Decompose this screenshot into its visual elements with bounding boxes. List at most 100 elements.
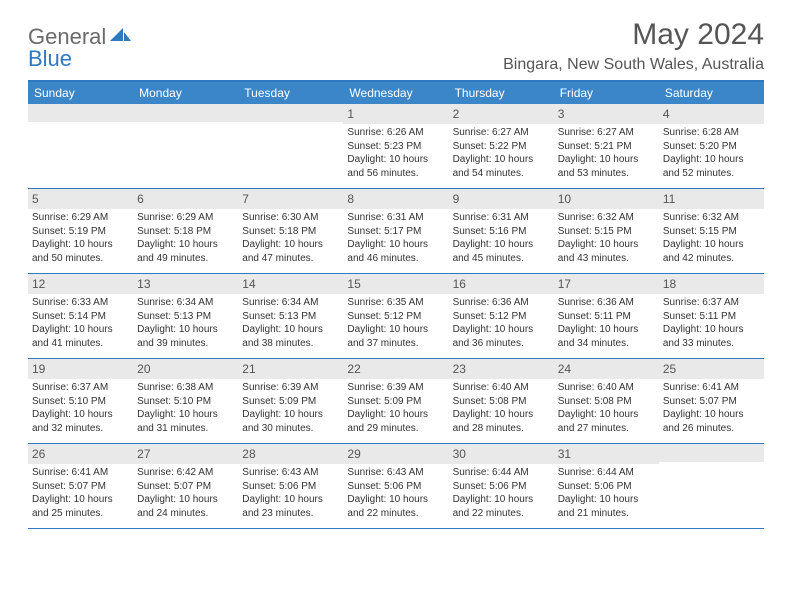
day-number-bar: 27: [133, 444, 238, 464]
daylight-text: Daylight: 10 hours and 34 minutes.: [558, 323, 655, 350]
sunrise-text: Sunrise: 6:26 AM: [347, 126, 444, 140]
sunset-text: Sunset: 5:10 PM: [32, 395, 129, 409]
daylight-text: Daylight: 10 hours and 31 minutes.: [137, 408, 234, 435]
day-number: 7: [242, 192, 249, 206]
day-number-bar: 4: [659, 104, 764, 124]
day-cell: 28 Sunrise: 6:43 AMSunset: 5:06 PMDayligh…: [238, 444, 343, 528]
day-number-bar: 20: [133, 359, 238, 379]
day-number-bar: 30: [449, 444, 554, 464]
sunset-text: Sunset: 5:06 PM: [558, 480, 655, 494]
day-number: 27: [137, 447, 150, 461]
sunset-text: Sunset: 5:15 PM: [558, 225, 655, 239]
day-number-bar: 13: [133, 274, 238, 294]
daylight-text: Daylight: 10 hours and 50 minutes.: [32, 238, 129, 265]
day-cell: 23Sunrise: 6:40 AMSunset: 5:08 PMDayligh…: [449, 359, 554, 443]
day-cell: 31Sunrise: 6:44 AMSunset: 5:06 PMDayligh…: [554, 444, 659, 528]
week-row: 12Sunrise: 6:33 AMSunset: 5:14 PMDayligh…: [28, 274, 764, 359]
sunrise-text: Sunrise: 6:34 AM: [137, 296, 234, 310]
day-number-bar: 19: [28, 359, 133, 379]
day-number-bar: [133, 104, 238, 122]
sunrise-text: Sunrise: 6:35 AM: [347, 296, 444, 310]
sunrise-text: Sunrise: 6:29 AM: [137, 211, 234, 225]
day-cell: 17 Sunrise: 6:36 AMSunset: 5:11 PMDayligh…: [554, 274, 659, 358]
day-number: 13: [137, 277, 150, 291]
day-cell: 4Sunrise: 6:28 AMSunset: 5:20 PMDaylight…: [659, 104, 764, 188]
day-number-bar: 15: [343, 274, 448, 294]
daylight-text: Daylight: 10 hours and 47 minutes.: [242, 238, 339, 265]
logo-sail-icon: [110, 26, 132, 49]
day-number-bar: 26: [28, 444, 133, 464]
day-number: 11: [663, 192, 675, 206]
day-cell-empty: [133, 104, 238, 188]
day-number: 30: [453, 447, 466, 461]
day-number: 2: [453, 107, 460, 121]
daylight-text: Daylight: 10 hours and 41 minutes.: [32, 323, 129, 350]
sunrise-text: Sunrise: 6:40 AM: [453, 381, 550, 395]
daylight-text: Daylight: 10 hours and 26 minutes.: [663, 408, 760, 435]
daylight-text: Daylight: 10 hours and 49 minutes.: [137, 238, 234, 265]
sunrise-text: Sunrise: 6:37 AM: [663, 296, 760, 310]
sunset-text: Sunset: 5:11 PM: [663, 310, 760, 324]
title-block: May 2024 Bingara, New South Wales, Austr…: [503, 18, 764, 74]
sunset-text: Sunset: 5:06 PM: [242, 480, 339, 494]
daylight-text: Daylight: 10 hours and 39 minutes.: [137, 323, 234, 350]
weekday-header-row: SundayMondayTuesdayWednesdayThursdayFrid…: [28, 82, 764, 104]
daylight-text: Daylight: 10 hours and 22 minutes.: [453, 493, 550, 520]
weekday-header-cell: Monday: [133, 82, 238, 104]
day-cell: 30Sunrise: 6:44 AMSunset: 5:06 PMDayligh…: [449, 444, 554, 528]
daylight-text: Daylight: 10 hours and 56 minutes.: [347, 153, 444, 180]
day-cell-empty: [238, 104, 343, 188]
day-cell: 9Sunrise: 6:31 AMSunset: 5:16 PMDaylight…: [449, 189, 554, 273]
sunset-text: Sunset: 5:06 PM: [453, 480, 550, 494]
sunrise-text: Sunrise: 6:39 AM: [347, 381, 444, 395]
daylight-text: Daylight: 10 hours and 22 minutes.: [347, 493, 444, 520]
daylight-text: Daylight: 10 hours and 29 minutes.: [347, 408, 444, 435]
sunrise-text: Sunrise: 6:43 AM: [242, 466, 339, 480]
daylight-text: Daylight: 10 hours and 37 minutes.: [347, 323, 444, 350]
day-number: 20: [137, 362, 150, 376]
sunrise-text: Sunrise: 6:43 AM: [347, 466, 444, 480]
daylight-text: Daylight: 10 hours and 43 minutes.: [558, 238, 655, 265]
day-number-bar: [659, 444, 764, 462]
day-number-bar: 8: [343, 189, 448, 209]
day-number: 4: [663, 107, 670, 121]
sunset-text: Sunset: 5:11 PM: [558, 310, 655, 324]
day-cell: 24Sunrise: 6:40 AMSunset: 5:08 PMDayligh…: [554, 359, 659, 443]
day-number-bar: 29: [343, 444, 448, 464]
sunset-text: Sunset: 5:18 PM: [242, 225, 339, 239]
weekday-header-cell: Friday: [554, 82, 659, 104]
day-cell: 8Sunrise: 6:31 AMSunset: 5:17 PMDaylight…: [343, 189, 448, 273]
location-text: Bingara, New South Wales, Australia: [503, 56, 764, 74]
day-cell: 6Sunrise: 6:29 AMSunset: 5:18 PMDaylight…: [133, 189, 238, 273]
day-cell: 19Sunrise: 6:37 AMSunset: 5:10 PMDayligh…: [28, 359, 133, 443]
sunrise-text: Sunrise: 6:36 AM: [558, 296, 655, 310]
day-number-bar: 18: [659, 274, 764, 294]
week-row: 5Sunrise: 6:29 AMSunset: 5:19 PMDaylight…: [28, 189, 764, 274]
daylight-text: Daylight: 10 hours and 23 minutes.: [242, 493, 339, 520]
weekday-header-cell: Sunday: [28, 82, 133, 104]
sunset-text: Sunset: 5:13 PM: [242, 310, 339, 324]
day-number-bar: 17: [554, 274, 659, 294]
sunset-text: Sunset: 5:12 PM: [453, 310, 550, 324]
week-row: 1Sunrise: 6:26 AMSunset: 5:23 PMDaylight…: [28, 104, 764, 189]
day-cell: 22Sunrise: 6:39 AMSunset: 5:09 PMDayligh…: [343, 359, 448, 443]
day-cell: 21Sunrise: 6:39 AMSunset: 5:09 PMDayligh…: [238, 359, 343, 443]
sunset-text: Sunset: 5:09 PM: [242, 395, 339, 409]
day-number: 15: [347, 277, 360, 291]
sunrise-text: Sunrise: 6:27 AM: [558, 126, 655, 140]
day-cell: 12Sunrise: 6:33 AMSunset: 5:14 PMDayligh…: [28, 274, 133, 358]
calendar: SundayMondayTuesdayWednesdayThursdayFrid…: [28, 80, 764, 529]
day-number-bar: 7: [238, 189, 343, 209]
weeks-container: 1Sunrise: 6:26 AMSunset: 5:23 PMDaylight…: [28, 104, 764, 529]
day-number-bar: 9: [449, 189, 554, 209]
day-number: 18: [663, 277, 676, 291]
weekday-header-cell: Thursday: [449, 82, 554, 104]
day-number: 28: [242, 447, 255, 461]
sunrise-text: Sunrise: 6:31 AM: [453, 211, 550, 225]
day-number: 8: [347, 192, 354, 206]
daylight-text: Daylight: 10 hours and 27 minutes.: [558, 408, 655, 435]
daylight-text: Daylight: 10 hours and 52 minutes.: [663, 153, 760, 180]
day-number-bar: 5: [28, 189, 133, 209]
day-number: 29: [347, 447, 360, 461]
day-cell: 14Sunrise: 6:34 AMSunset: 5:13 PMDayligh…: [238, 274, 343, 358]
